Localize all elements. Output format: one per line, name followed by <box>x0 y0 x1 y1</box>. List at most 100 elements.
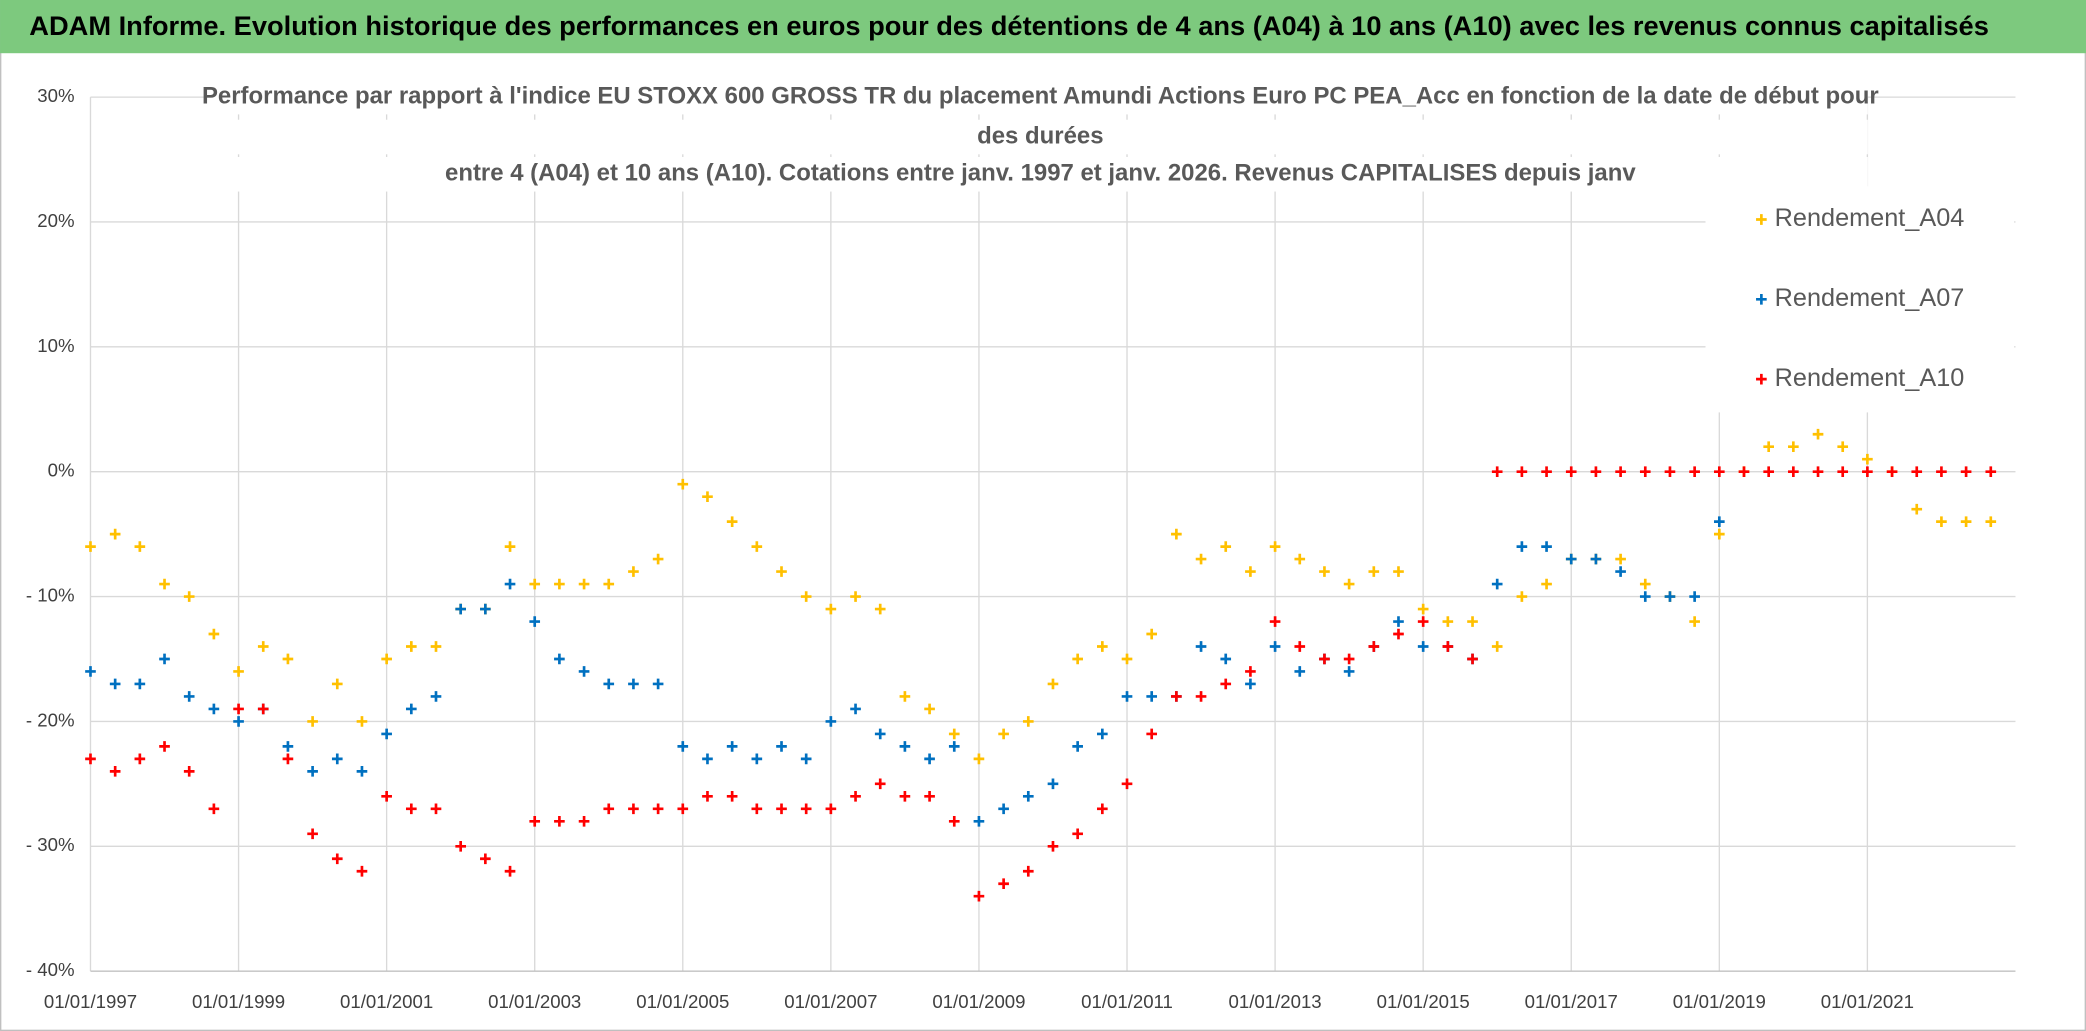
x-tick-label: 01/01/1997 <box>44 991 137 1012</box>
scatter-point <box>1590 553 1602 565</box>
scatter-point <box>134 753 146 765</box>
scatter-point <box>208 803 220 815</box>
scatter-point <box>1245 566 1256 577</box>
scatter-point <box>1072 653 1083 665</box>
scatter-point <box>1985 466 1997 478</box>
scatter-point <box>430 803 442 815</box>
scatter-point <box>1269 616 1281 627</box>
scatter-point <box>1368 641 1380 652</box>
scatter-point <box>430 691 442 702</box>
scatter-point <box>1812 428 1824 440</box>
y-tick-label: 10% <box>37 335 74 356</box>
header-title: ADAM Informe. Evolution historique des p… <box>29 11 1989 41</box>
scatter-point <box>1294 666 1306 677</box>
y-tick-label: - 10% <box>26 584 75 605</box>
scatter-point <box>1417 641 1429 652</box>
scatter-point <box>405 803 417 815</box>
scatter-point <box>455 840 466 852</box>
y-tick-label: - 40% <box>26 959 75 980</box>
scatter-point <box>1047 678 1059 690</box>
scatter-point <box>726 516 738 527</box>
scatter-point <box>1146 628 1158 640</box>
scatter-point <box>603 803 615 815</box>
scatter-point <box>1689 616 1700 627</box>
scatter-point <box>1245 678 1256 690</box>
scatter-point <box>554 578 565 590</box>
scatter-point <box>430 641 442 652</box>
scatter-point <box>800 591 812 602</box>
scatter-point <box>282 753 294 765</box>
scatter-point <box>1862 453 1873 465</box>
scatter-point <box>800 803 812 815</box>
scatter-point <box>1022 791 1034 802</box>
scatter-point <box>1639 578 1651 590</box>
scatter-point <box>529 616 541 627</box>
title-bg <box>212 79 1868 115</box>
scatter-point <box>1491 578 1503 590</box>
scatter-point <box>554 653 565 665</box>
scatter-point <box>307 716 318 727</box>
scatter-point <box>702 753 713 765</box>
scatter-point <box>726 791 738 802</box>
scatter-point <box>1097 803 1108 815</box>
x-tick-label: 01/01/2007 <box>784 991 877 1012</box>
x-tick-label: 01/01/2017 <box>1525 991 1618 1012</box>
scatter-point <box>208 628 220 640</box>
scatter-point <box>1121 653 1133 665</box>
scatter-point <box>257 703 269 715</box>
scatter-point <box>1911 466 1923 478</box>
scatter-point <box>405 703 417 715</box>
scatter-point <box>702 791 713 802</box>
scatter-point <box>1442 616 1454 627</box>
scatter-point <box>307 766 318 777</box>
x-tick-label: 01/01/2019 <box>1673 991 1766 1012</box>
scatter-point <box>652 803 664 815</box>
scatter-point <box>331 853 343 865</box>
scatter-point <box>381 791 392 802</box>
scatter-point <box>208 703 220 715</box>
title-bg <box>212 119 1868 155</box>
x-tick-label: 01/01/2013 <box>1229 991 1322 1012</box>
scatter-point <box>1294 641 1306 652</box>
scatter-point <box>282 741 294 752</box>
scatter-point <box>1615 566 1626 577</box>
legend-label: Rendement_A07 <box>1775 284 1965 312</box>
scatter-point <box>1022 865 1034 877</box>
scatter-point <box>1417 603 1429 615</box>
scatter-point <box>948 728 960 740</box>
scatter-point <box>850 703 861 715</box>
scatter-point <box>1171 691 1182 702</box>
scatter-point <box>751 541 763 552</box>
scatter-point <box>628 678 639 690</box>
scatter-point <box>183 766 195 777</box>
scatter-point <box>899 741 911 752</box>
scatter-point <box>1047 778 1059 790</box>
scatter-point <box>1886 466 1898 478</box>
scatter-point <box>603 578 615 590</box>
scatter-point <box>578 578 590 590</box>
scatter-point <box>948 815 960 827</box>
scatter-point <box>825 803 837 815</box>
x-tick-label: 01/01/2021 <box>1821 991 1914 1012</box>
scatter-point <box>973 753 985 765</box>
scatter-point <box>183 591 195 602</box>
scatter-point <box>307 828 318 840</box>
scatter-point <box>1097 641 1108 652</box>
scatter-point <box>1319 653 1330 665</box>
scatter-point <box>480 853 491 865</box>
scatter-point <box>1047 840 1059 852</box>
scatter-point <box>1516 591 1528 602</box>
y-tick-label: 20% <box>37 210 74 231</box>
x-tick-label: 01/01/2005 <box>636 991 729 1012</box>
scatter-point <box>825 716 837 727</box>
scatter-point <box>1343 578 1355 590</box>
scatter-point <box>998 878 1009 890</box>
scatter-point <box>1565 553 1577 565</box>
scatter-point <box>356 766 368 777</box>
scatter-point <box>776 741 787 752</box>
scatter-point <box>1072 828 1083 840</box>
scatter-point <box>1763 466 1774 478</box>
x-tick-label: 01/01/2011 <box>1081 991 1173 1012</box>
legend-marker <box>1756 294 1767 305</box>
scatter-point <box>504 578 516 590</box>
